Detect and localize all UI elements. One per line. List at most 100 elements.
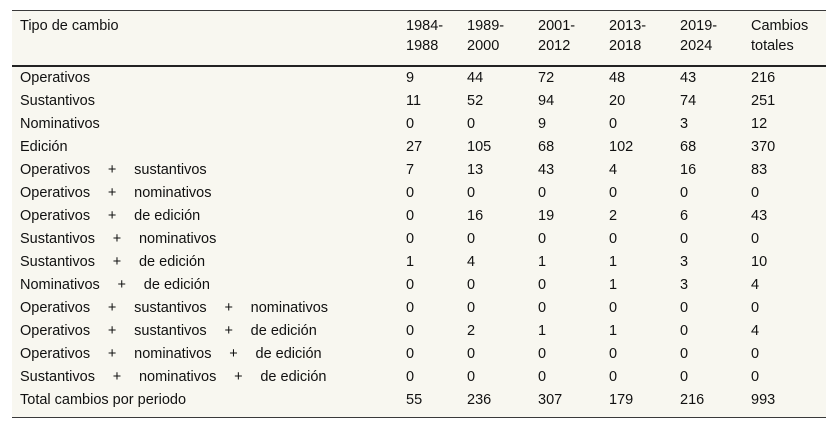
value-cell: 9 [406, 70, 415, 86]
value-cell: 0 [406, 231, 415, 247]
value-cell: 12 [751, 116, 768, 132]
column-header-line: Tipo de cambio [20, 18, 119, 34]
value-cell: 0 [609, 231, 618, 247]
value-cell: 0 [406, 300, 415, 316]
change-type-label: nominativos [138, 231, 217, 247]
change-type-label: Operativos [20, 70, 91, 86]
change-type-label: Operativos [20, 185, 91, 201]
table-header: Tipo de cambio 1984- 1988 1989- 2000 2001- 201… [12, 11, 826, 67]
table-row: Sustantivos + nominativos 0 0 0 0 0 0 [12, 228, 826, 251]
change-type-label: Total cambios por periodo [20, 392, 187, 408]
value-cell: 0 [406, 208, 415, 224]
column-header-line: totales [751, 38, 794, 54]
column-header-line: 1989- [467, 18, 505, 34]
table-row: Sustantivos 11 52 94 20 74 251 [12, 90, 826, 113]
change-type-label: Operativos [20, 162, 91, 178]
change-type-label: nominativos [250, 300, 329, 316]
row-label: Sustantivos + nominativos + de edición [12, 366, 406, 389]
row-label: Operativos + sustantivos + nominativos [12, 297, 406, 320]
change-type-label: Nominativos [20, 116, 100, 132]
value-cell: 43 [751, 208, 768, 224]
table-body: Operativos 9 44 72 48 43 216 Sustantivos 11 52 94 2… [12, 66, 826, 412]
table-row: Total cambios por periodo 55 236 307 179 216 9… [12, 389, 826, 412]
row-label: Operativos + sustantivos [12, 159, 406, 182]
table-row: Nominativos 0 0 9 0 3 12 [12, 113, 826, 136]
change-type-label: Operativos [20, 323, 91, 339]
value-cell: 0 [467, 346, 476, 362]
row-label: Operativos + nominativos [12, 182, 406, 205]
table-row: Nominativos + de edición 0 0 0 1 3 4 [12, 274, 826, 297]
plus-separator: + [117, 277, 127, 293]
column-header: 1984- 1988 [406, 11, 467, 67]
row-label: Edición [12, 136, 406, 159]
value-cell: 0 [538, 346, 547, 362]
change-type-label: de edición [143, 277, 210, 293]
plus-separator: + [234, 369, 243, 385]
value-cell: 1 [609, 323, 618, 339]
column-header-line: 2012 [538, 38, 571, 54]
column-header: Cambios totales [751, 11, 826, 67]
value-cell: 83 [751, 162, 768, 178]
plus-separator: + [107, 208, 117, 224]
row-label: Operativos [12, 66, 406, 90]
value-cell: 0 [467, 300, 476, 316]
value-cell: 102 [609, 139, 634, 155]
value-cell: 0 [680, 300, 689, 316]
value-cell: 16 [467, 208, 484, 224]
value-cell: 13 [467, 162, 484, 178]
value-cell: 993 [751, 392, 776, 408]
change-type-label: Operativos [20, 208, 91, 224]
value-cell: 0 [467, 277, 476, 293]
value-cell: 1 [406, 254, 415, 270]
value-cell: 236 [467, 392, 492, 408]
row-label: Sustantivos + de edición [12, 251, 406, 274]
change-type-label: de edición [134, 208, 201, 224]
value-cell: 179 [609, 392, 634, 408]
table-row: Operativos 9 44 72 48 43 216 [12, 66, 826, 90]
row-label: Total cambios por periodo [12, 389, 406, 412]
value-cell: 55 [406, 392, 423, 408]
table-row: Sustantivos + nominativos + de edición 0 0 0 0 0 0 [12, 366, 826, 389]
column-header-line: 1988 [406, 38, 439, 54]
column-header-line: Cambios [751, 18, 809, 34]
row-label: Sustantivos + nominativos [12, 228, 406, 251]
plus-separator: + [112, 369, 122, 385]
value-cell: 9 [538, 116, 547, 132]
table-row: Edición 27 105 68 102 68 370 [12, 136, 826, 159]
value-cell: 0 [406, 323, 415, 339]
plus-separator: + [224, 300, 233, 316]
plus-separator: + [107, 185, 117, 201]
column-header-line: 2001- [538, 18, 576, 34]
value-cell: 43 [680, 70, 697, 86]
value-cell: 0 [406, 277, 415, 293]
value-cell: 6 [680, 208, 689, 224]
value-cell: 0 [538, 185, 547, 201]
plus-separator: + [107, 346, 117, 362]
table-row: Operativos + sustantivos + de edición 0 2 1 1 0 4 [12, 320, 826, 343]
change-type-label: sustantivos [134, 323, 207, 339]
value-cell: 0 [680, 323, 689, 339]
value-cell: 0 [467, 231, 476, 247]
value-cell: 7 [406, 162, 415, 178]
value-cell: 0 [751, 185, 760, 201]
row-label: Nominativos + de edición [12, 274, 406, 297]
value-cell: 0 [467, 116, 476, 132]
plus-separator: + [112, 231, 122, 247]
plus-separator: + [107, 323, 117, 339]
column-header-line: 2013- [609, 18, 647, 34]
value-cell: 0 [406, 116, 415, 132]
value-cell: 0 [680, 185, 689, 201]
value-cell: 2 [609, 208, 618, 224]
change-type-label: sustantivos [134, 300, 207, 316]
value-cell: 68 [538, 139, 555, 155]
plus-separator: + [107, 300, 117, 316]
value-cell: 4 [751, 277, 760, 293]
change-type-label: de edición [250, 323, 317, 339]
change-type-label: Nominativos [20, 277, 100, 293]
change-type-label: nominativos [134, 346, 212, 362]
column-header-line: 1984- [406, 18, 444, 34]
value-cell: 1 [609, 254, 618, 270]
value-cell: 0 [406, 369, 415, 385]
value-cell: 27 [406, 139, 423, 155]
value-cell: 43 [538, 162, 555, 178]
